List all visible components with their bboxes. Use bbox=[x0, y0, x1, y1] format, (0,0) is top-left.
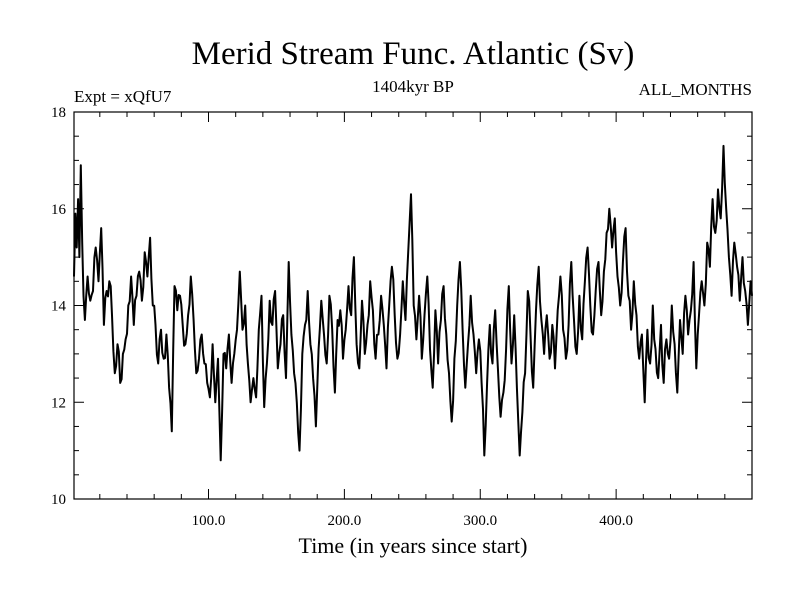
months-label: ALL_MONTHS bbox=[639, 80, 752, 99]
experiment-label: Expt = xQfU7 bbox=[74, 87, 172, 106]
chart-title: Merid Stream Func. Atlantic (Sv) bbox=[192, 36, 635, 72]
x-tick-label: 300.0 bbox=[463, 513, 497, 529]
y-tick-label: 14 bbox=[51, 299, 67, 315]
series-line bbox=[73, 144, 753, 462]
axis-tick-labels: 100.0 200.0 300.0 400.0 10 12 14 16 18 bbox=[51, 105, 633, 529]
x-tick-label: 400.0 bbox=[599, 513, 633, 529]
axis-ticks bbox=[74, 111, 752, 500]
y-tick-label: 18 bbox=[51, 105, 66, 121]
chart-subtitle: 1404kyr BP bbox=[372, 77, 454, 96]
y-tick-label: 16 bbox=[51, 202, 67, 218]
plot-frame bbox=[73, 111, 753, 500]
x-axis-label: Time (in years since start) bbox=[299, 533, 528, 558]
y-tick-label: 12 bbox=[51, 395, 66, 411]
y-tick-label: 10 bbox=[51, 492, 66, 508]
x-tick-label: 100.0 bbox=[192, 513, 226, 529]
x-tick-label: 200.0 bbox=[328, 513, 362, 529]
